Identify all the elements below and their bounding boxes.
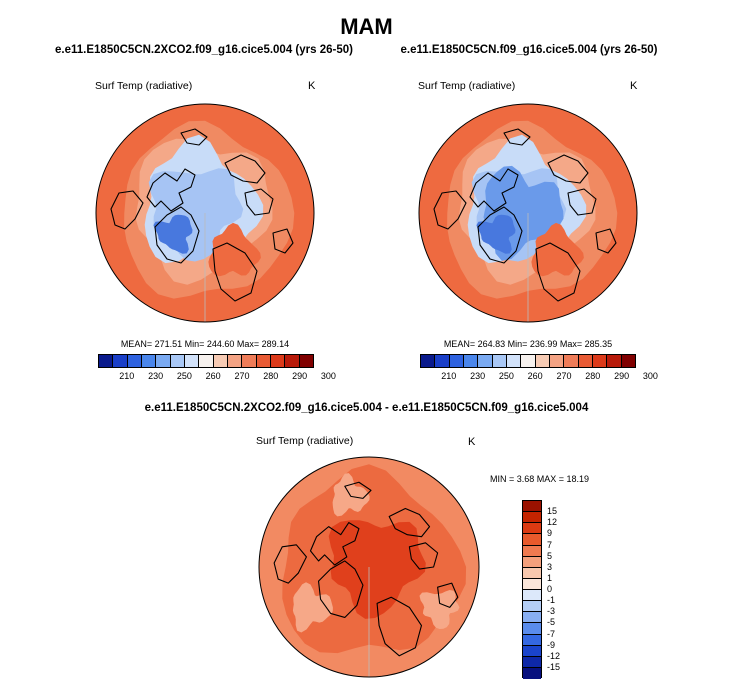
colorbar-box xyxy=(435,355,450,367)
colorbar-box xyxy=(523,523,541,535)
colorbar-box xyxy=(421,355,436,367)
colorbar-tick-label: 230 xyxy=(470,371,486,381)
colorbar-box xyxy=(523,623,541,635)
colorbar-box xyxy=(113,355,128,367)
panel-2-title: e.e11.E1850C5CN.f09_g16.cice5.004 (yrs 2… xyxy=(400,44,658,56)
colorbar-tick-label: 270 xyxy=(234,371,250,381)
colorbar-box xyxy=(127,355,142,367)
colorbar-box xyxy=(199,355,214,367)
colorbar-tick-label: 230 xyxy=(148,371,164,381)
panel-2-variable: Surf Temp (radiative) xyxy=(418,80,516,92)
colorbar-box xyxy=(523,612,541,624)
colorbar-tick-label: -5 xyxy=(547,617,556,628)
colorbar-tick-label: 3 xyxy=(547,561,553,572)
colorbar-box xyxy=(227,355,243,367)
colorbar-box xyxy=(523,501,541,513)
colorbar-box xyxy=(549,355,565,367)
panel-1-polar-map xyxy=(95,103,315,323)
colorbar-box xyxy=(523,656,541,668)
panel-3-unit: K xyxy=(468,436,476,448)
colorbar-tick-label: 9 xyxy=(547,528,553,539)
panel-3-colorbar-ticks: 15 12 9 7 5 3 1 0 -1 -3 -5 -7 -9 -12 -15 xyxy=(547,500,577,678)
panel-2-polar-map xyxy=(418,103,638,323)
panel-1-stats: MEAN= 271.51 Min= 244.60 Max= 289.14 xyxy=(120,339,290,349)
colorbar-tick-label: -3 xyxy=(547,606,556,617)
colorbar-box xyxy=(592,355,608,367)
colorbar-tick-label: 0 xyxy=(547,584,553,594)
colorbar-box xyxy=(564,355,579,367)
colorbar-box xyxy=(523,590,541,602)
panel-3-variable: Surf Temp (radiative) xyxy=(256,435,354,447)
colorbar-tick-label: 290 xyxy=(614,371,630,381)
colorbar-tick-label: 1 xyxy=(547,572,553,583)
colorbar-tick-label: 280 xyxy=(585,371,601,381)
colorbar-box xyxy=(523,512,541,524)
panel-2-colorbar-ticks: 210 230 250 260 270 280 290 300 xyxy=(420,371,658,383)
colorbar-box xyxy=(523,534,541,546)
colorbar-box xyxy=(156,355,171,367)
colorbar-tick-label: 5 xyxy=(547,550,553,561)
colorbar-box xyxy=(478,355,493,367)
panel-2-colorbar xyxy=(420,354,636,368)
panel-1-variable: Surf Temp (radiative) xyxy=(95,80,193,92)
colorbar-tick-label: 12 xyxy=(547,517,558,528)
colorbar-box xyxy=(242,355,257,367)
colorbar-box xyxy=(256,355,271,367)
colorbar-box xyxy=(213,355,228,367)
colorbar-tick-label: -7 xyxy=(547,628,556,639)
panel-3-colorbar xyxy=(522,500,542,679)
colorbar-box xyxy=(521,355,536,367)
colorbar-box xyxy=(523,556,541,568)
colorbar-box xyxy=(523,545,541,557)
colorbar-tick-label: 300 xyxy=(320,371,336,381)
panel-2-unit: K xyxy=(630,80,638,92)
colorbar-box xyxy=(270,355,286,367)
colorbar-tick-label: 250 xyxy=(498,371,514,381)
colorbar-box xyxy=(523,601,541,613)
panel-2-stats: MEAN= 264.83 Min= 236.99 Max= 285.35 xyxy=(443,339,613,349)
colorbar-tick-label: 260 xyxy=(205,371,221,381)
colorbar-box xyxy=(492,355,507,367)
colorbar-box xyxy=(578,355,593,367)
colorbar-box xyxy=(449,355,464,367)
colorbar-box xyxy=(523,634,541,646)
panel-3-stats: MIN = 3.68 MAX = 18.19 xyxy=(490,474,590,484)
colorbar-box xyxy=(607,355,622,367)
colorbar-box xyxy=(99,355,114,367)
colorbar-box xyxy=(523,567,541,579)
colorbar-tick-label: 300 xyxy=(642,371,658,381)
panel-3-polar-map xyxy=(258,456,480,678)
colorbar-tick-label: 7 xyxy=(547,539,553,550)
colorbar-box xyxy=(523,578,541,590)
colorbar-tick-label: 290 xyxy=(292,371,308,381)
colorbar-box xyxy=(184,355,200,367)
colorbar-box xyxy=(535,355,550,367)
colorbar-tick-label: -12 xyxy=(547,650,561,661)
colorbar-box xyxy=(506,355,522,367)
panel-1-unit: K xyxy=(308,80,316,92)
colorbar-box xyxy=(523,667,541,679)
colorbar-tick-label: 210 xyxy=(441,371,457,381)
colorbar-box xyxy=(299,355,313,367)
colorbar-tick-label: 260 xyxy=(527,371,543,381)
colorbar-box xyxy=(141,355,157,367)
colorbar-tick-label: 210 xyxy=(119,371,135,381)
panel-3-title: e.e11.E1850C5CN.2XCO2.f09_g16.cice5.004 … xyxy=(144,402,589,414)
colorbar-tick-label: -15 xyxy=(547,661,561,672)
colorbar-tick-label: 250 xyxy=(176,371,192,381)
colorbar-tick-label: -9 xyxy=(547,639,556,650)
colorbar-box xyxy=(523,645,541,657)
colorbar-box xyxy=(170,355,185,367)
season-title: MAM xyxy=(340,14,393,39)
colorbar-tick-label: -1 xyxy=(547,595,556,606)
panel-1-title: e.e11.E1850C5CN.2XCO2.f09_g16.cice5.004 … xyxy=(55,44,353,56)
colorbar-box xyxy=(621,355,635,367)
panel-1-colorbar-ticks: 210 230 250 260 270 280 290 300 xyxy=(98,371,336,383)
colorbar-tick-label: 280 xyxy=(263,371,279,381)
panel-1-colorbar xyxy=(98,354,314,368)
colorbar-tick-label: 15 xyxy=(547,506,558,517)
colorbar-box xyxy=(463,355,479,367)
colorbar-tick-label: 270 xyxy=(556,371,572,381)
colorbar-box xyxy=(285,355,300,367)
